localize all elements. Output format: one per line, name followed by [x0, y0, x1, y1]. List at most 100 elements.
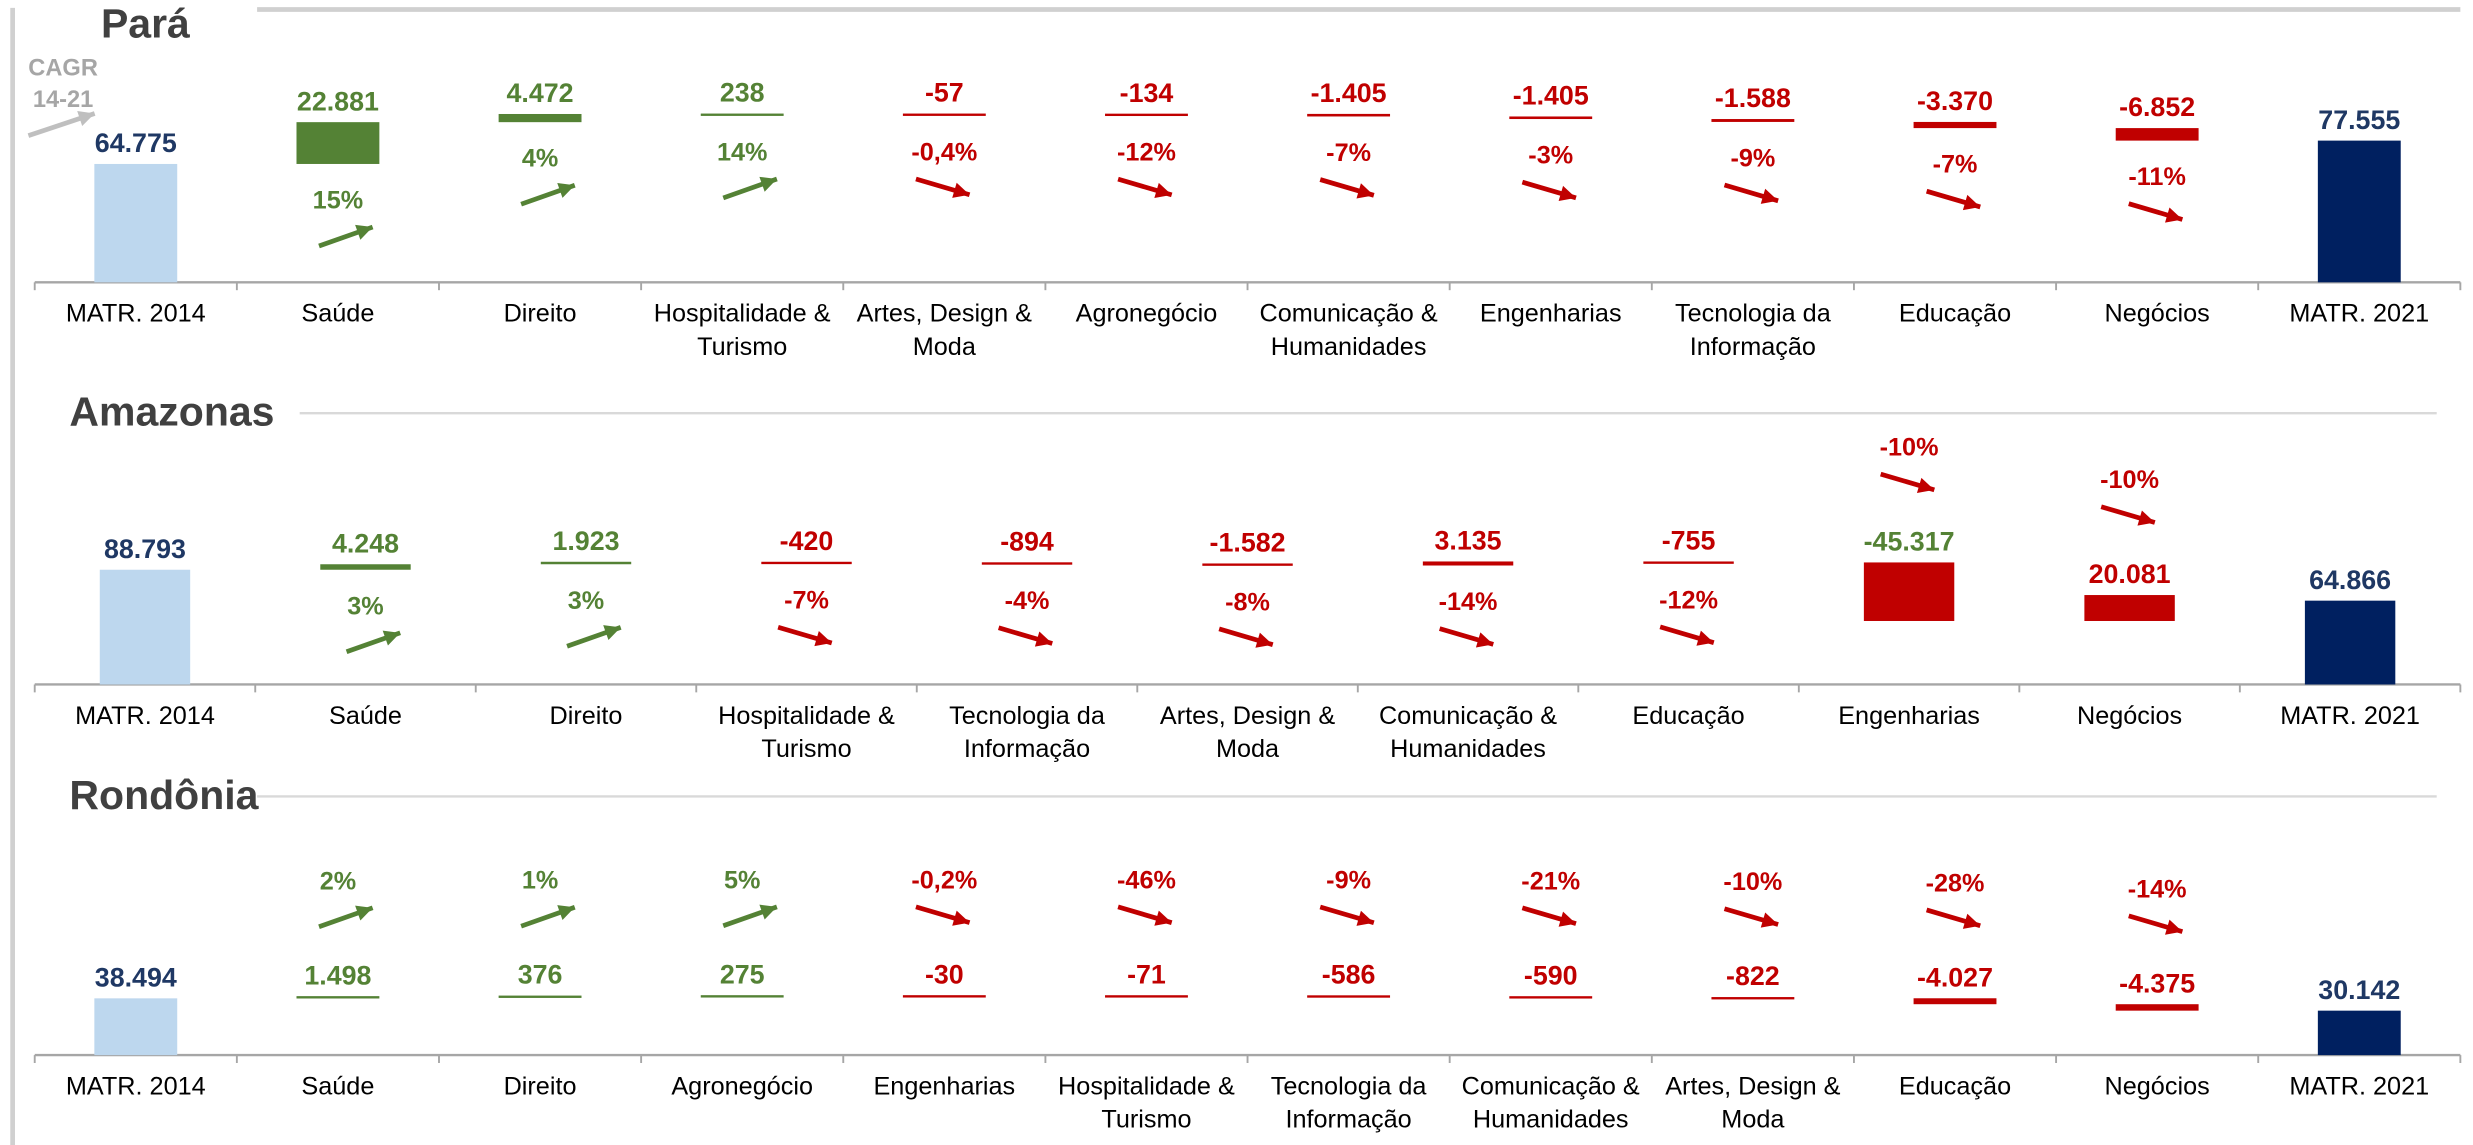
panel-title: Pará	[101, 1, 190, 47]
x-tick-label: Artes, Design & Moda	[856, 301, 1032, 362]
bar	[1913, 121, 1997, 129]
x-tick-label: MATR. 2014	[75, 703, 215, 731]
value-label: -71	[1127, 959, 1166, 989]
category-label-box: Engenharias	[1838, 703, 1980, 730]
cagr-arrow	[915, 176, 971, 198]
cagr-label: -9%	[1326, 866, 1371, 894]
value-label: 376	[518, 960, 563, 990]
category-label-box: MATR. 2014	[66, 1074, 206, 1101]
bar	[498, 113, 582, 123]
x-tick-label: MATR. 2021	[2280, 703, 2420, 731]
cagr-label: -12%	[1117, 139, 1176, 167]
bar	[2084, 595, 2175, 621]
bar	[94, 998, 178, 1056]
x-tick-label: Hospitalidade & Turismo	[718, 703, 895, 764]
bar	[540, 561, 632, 565]
x-tick-label: Hospitalidade & Turismo	[653, 301, 831, 362]
category-label-box: Hospitalidade & Turismo	[718, 703, 895, 764]
value-label: 1.498	[304, 960, 371, 990]
cagr-label: 4%	[522, 145, 558, 173]
arrow-head	[1034, 631, 1053, 647]
category-label-box: MATR. 2021	[2289, 1074, 2429, 1101]
value-label: -1.582	[1210, 528, 1286, 558]
bar	[1105, 113, 1188, 117]
arrow-head	[2165, 207, 2183, 223]
x-tick-label: Educação	[1898, 301, 2012, 329]
cagr-label: -4%	[1005, 587, 1050, 615]
bar	[1105, 995, 1188, 998]
value-label: 77.555	[2318, 105, 2400, 135]
arrow-head	[814, 630, 832, 647]
bar	[1509, 116, 1593, 120]
x-tick-label: Negócios	[2076, 703, 2183, 731]
value-label: 88.793	[104, 534, 186, 564]
value-label: 20.081	[2089, 559, 2171, 589]
cagr-arrow	[1438, 626, 1494, 648]
arrow-head	[557, 183, 575, 198]
bar	[700, 113, 784, 116]
arrow-head	[1916, 477, 1935, 494]
bar	[1307, 113, 1391, 117]
bar	[99, 569, 191, 685]
value-label: -755	[1662, 526, 1716, 556]
cagr-label: 15%	[313, 186, 363, 214]
value-label: -590	[1524, 960, 1578, 990]
bar	[1307, 995, 1391, 998]
value-label: 275	[720, 959, 765, 989]
cagr-arrow	[1925, 907, 1981, 929]
category-label-box: Educação	[1898, 301, 2012, 329]
x-tick-label: Negócios	[2104, 301, 2210, 329]
value-label: -57	[925, 78, 964, 108]
bar	[1643, 561, 1734, 564]
cagr-arrow	[997, 625, 1053, 647]
value-label: -45.317	[1864, 527, 1955, 557]
value-label: 64.775	[95, 128, 177, 158]
value-label: -1.405	[1311, 78, 1387, 108]
arrow-head	[382, 630, 401, 646]
cagr-arrow	[1723, 182, 1779, 204]
x-tick-label: Tecnologia da Informação	[949, 703, 1105, 764]
cagr-label: -8%	[1225, 588, 1270, 616]
x-tick-label: Tecnologia da Informação	[1270, 1074, 1427, 1134]
cagr-arrow	[2128, 201, 2184, 223]
category-label-box: Educação	[1899, 1074, 2011, 1101]
bar	[761, 561, 852, 565]
cagr-label: -21%	[1521, 867, 1580, 895]
x-tick-label: Artes, Design & Moda	[1159, 703, 1336, 764]
arrow-head	[2165, 919, 2183, 935]
value-label: -30	[925, 959, 964, 989]
x-tick-label: Engenharias	[873, 1074, 1016, 1101]
value-label: 30.142	[2318, 975, 2400, 1005]
value-label: -894	[1000, 526, 1054, 556]
value-label: -420	[780, 526, 834, 556]
bar	[981, 562, 1073, 565]
value-label: -4.027	[1917, 962, 1993, 992]
bar	[902, 995, 986, 998]
x-tick-label: Direito	[503, 301, 577, 329]
category-label-box: Comunicação & Humanidades	[1461, 1074, 1640, 1134]
category-label-box: Tecnologia da Informação	[949, 703, 1105, 764]
x-tick-label: Saúde	[301, 301, 375, 329]
cagr-arrow	[566, 625, 622, 649]
cagr-label: -7%	[1326, 139, 1371, 167]
category-label-box: MATR. 2014	[66, 301, 206, 328]
category-label-box: Direito	[503, 301, 577, 329]
x-tick-label: Comunicação & Humanidades	[1461, 1074, 1640, 1134]
arrow-head	[1962, 194, 1981, 211]
value-label: -1.588	[1715, 83, 1791, 113]
value-label: 1.923	[552, 526, 619, 556]
arrow-head	[557, 905, 575, 920]
category-label-box: Comunicação & Humanidades	[1379, 703, 1557, 763]
cagr-label: -10%	[2100, 466, 2159, 494]
x-tick-label: Agronegócio	[1075, 301, 1218, 329]
arrow-head	[1760, 188, 1779, 204]
bar	[1711, 119, 1795, 122]
bar	[2304, 600, 2396, 685]
cagr-arrow	[345, 630, 401, 654]
cagr-arrow	[1880, 471, 1935, 494]
arrow-head	[952, 910, 970, 926]
arrow-head	[2137, 510, 2155, 526]
category-label-box: Saúde	[329, 703, 402, 730]
bar	[902, 113, 986, 116]
bar	[1711, 997, 1795, 1000]
